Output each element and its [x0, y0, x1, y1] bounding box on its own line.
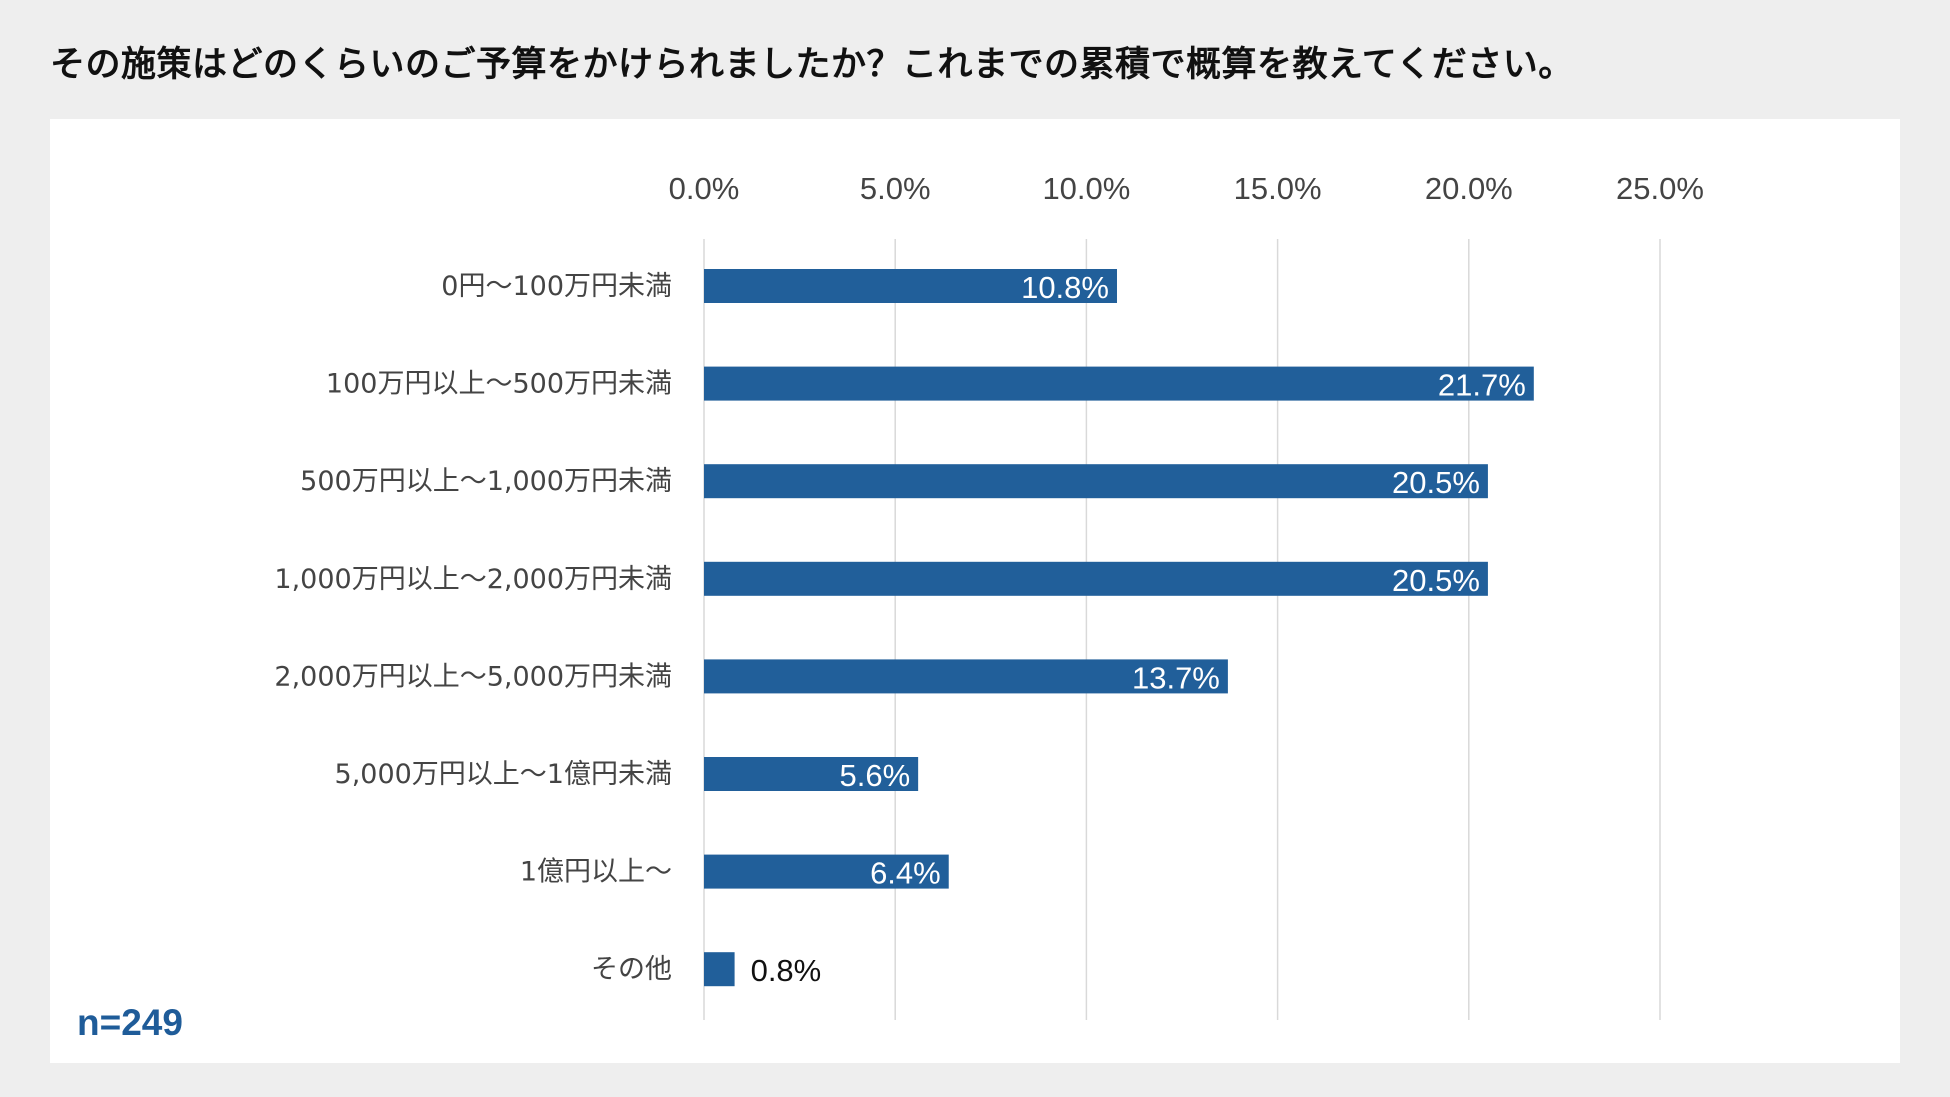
bar — [704, 757, 919, 791]
bar — [704, 366, 1534, 401]
bar — [704, 952, 735, 987]
bar — [704, 269, 1117, 303]
bar — [704, 561, 1488, 596]
data-label: 6.4% — [870, 856, 941, 891]
x-tick-label: 10.0% — [1042, 171, 1130, 206]
category-label: 2,000万円以上〜5,000万円未満 — [274, 661, 672, 692]
data-label: 21.7% — [1438, 368, 1526, 403]
category-label: その他 — [591, 954, 672, 985]
data-label: 20.5% — [1392, 563, 1480, 598]
bar — [704, 659, 1228, 694]
bar-chart: 0.0% 5.0% 10.0% 15.0% 20.0% 25.0% 0円〜100万円未満 10… — [274, 171, 1704, 1020]
x-tick-label: 25.0% — [1616, 171, 1704, 206]
x-tick-label: 15.0% — [1234, 171, 1322, 206]
bar — [704, 854, 949, 889]
chart-title: その施策はどのくらいのご予算をかけられましたか？これまでの累積で概算を教えてくだ… — [50, 45, 1574, 85]
category-label: 1,000万円以上〜2,000万円未満 — [274, 564, 672, 595]
chart-panel: 0.0% 5.0% 10.0% 15.0% 20.0% 25.0% 0円〜100万円未満 10… — [50, 119, 1900, 1063]
data-label: 10.8% — [1021, 270, 1109, 305]
category-label: 100万円以上〜500万円未満 — [326, 369, 672, 400]
data-label: 0.8% — [751, 953, 822, 988]
category-label: 1億円以上〜 — [520, 857, 672, 888]
data-label: 5.6% — [839, 758, 910, 793]
x-tick-label: 0.0% — [669, 171, 740, 206]
data-label: 20.5% — [1392, 465, 1480, 500]
data-label: 13.7% — [1132, 660, 1220, 695]
category-label: 5,000万円以上〜1億円未満 — [335, 759, 672, 790]
category-label: 500万円以上〜1,000万円未満 — [300, 466, 672, 497]
category-label: 0円〜100万円未満 — [441, 271, 672, 302]
bar — [704, 464, 1488, 499]
x-tick-label: 5.0% — [860, 171, 931, 206]
sample-size: n=249 — [77, 1002, 183, 1043]
x-tick-label: 20.0% — [1425, 171, 1513, 206]
